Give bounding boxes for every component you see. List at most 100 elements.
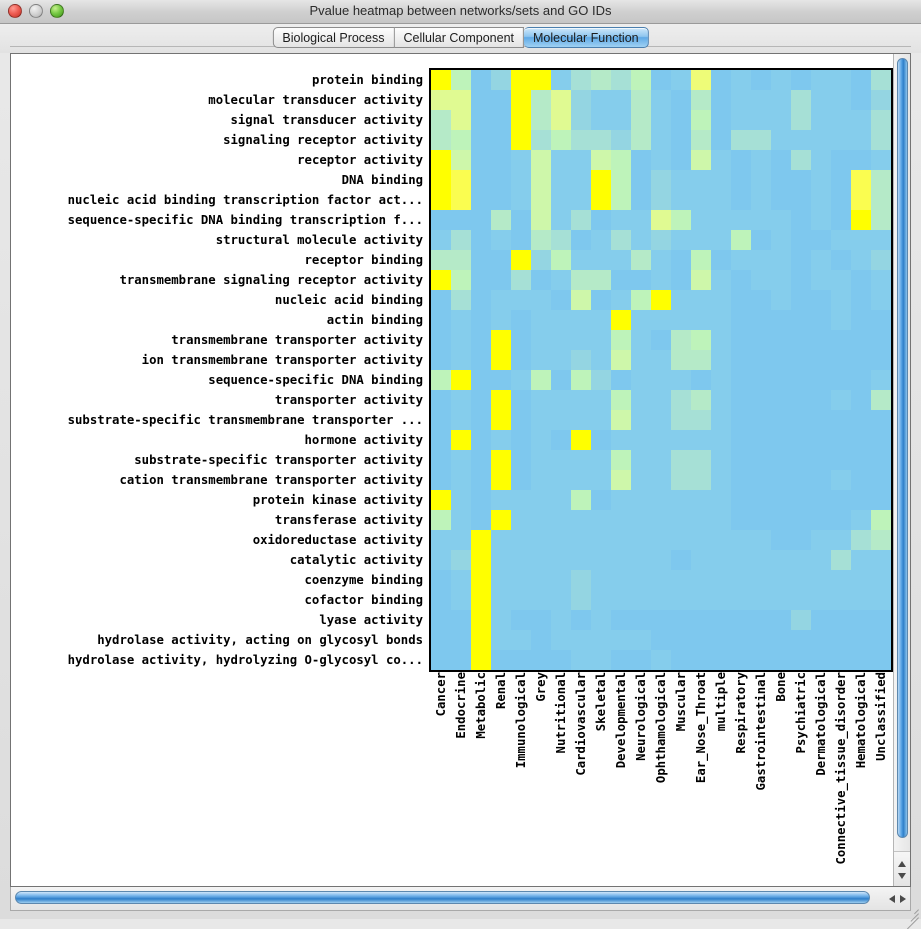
heatmap-cell[interactable] (571, 630, 591, 650)
heatmap-cell[interactable] (751, 570, 771, 590)
heatmap-cell[interactable] (611, 290, 631, 310)
heatmap-cell[interactable] (731, 350, 751, 370)
heatmap-cell[interactable] (531, 310, 551, 330)
heatmap-cell[interactable] (631, 650, 651, 670)
heatmap-cell[interactable] (611, 170, 631, 190)
heatmap-cell[interactable] (751, 170, 771, 190)
heatmap-cell[interactable] (811, 490, 831, 510)
heatmap-cell[interactable] (551, 90, 571, 110)
heatmap-cell[interactable] (431, 90, 451, 110)
heatmap-cell[interactable] (631, 130, 651, 150)
heatmap-cell[interactable] (871, 250, 891, 270)
heatmap-cell[interactable] (851, 310, 871, 330)
heatmap-cell[interactable] (531, 450, 551, 470)
heatmap-cell[interactable] (471, 190, 491, 210)
heatmap-cell[interactable] (491, 290, 511, 310)
heatmap-cell[interactable] (691, 290, 711, 310)
heatmap-cell[interactable] (651, 70, 671, 90)
heatmap-cell[interactable] (691, 330, 711, 350)
resize-grip-icon[interactable] (905, 904, 919, 929)
heatmap-cell[interactable] (771, 250, 791, 270)
heatmap-cell[interactable] (431, 470, 451, 490)
heatmap-cell[interactable] (791, 210, 811, 230)
heatmap-cell[interactable] (431, 530, 451, 550)
heatmap-cell[interactable] (851, 230, 871, 250)
heatmap-cell[interactable] (671, 170, 691, 190)
heatmap-cell[interactable] (551, 390, 571, 410)
heatmap-cell[interactable] (791, 130, 811, 150)
heatmap-cell[interactable] (771, 410, 791, 430)
heatmap-cell[interactable] (791, 270, 811, 290)
heatmap-cell[interactable] (531, 350, 551, 370)
heatmap-cell[interactable] (491, 390, 511, 410)
heatmap-cell[interactable] (751, 610, 771, 630)
heatmap-cell[interactable] (831, 330, 851, 350)
heatmap-cell[interactable] (451, 510, 471, 530)
heatmap-cell[interactable] (691, 90, 711, 110)
heatmap-cell[interactable] (691, 130, 711, 150)
heatmap-cell[interactable] (671, 230, 691, 250)
heatmap-cell[interactable] (691, 450, 711, 470)
heatmap-cell[interactable] (451, 70, 471, 90)
heatmap-cell[interactable] (431, 310, 451, 330)
heatmap-cell[interactable] (711, 270, 731, 290)
heatmap-cell[interactable] (511, 170, 531, 190)
heatmap-cell[interactable] (851, 410, 871, 430)
heatmap-cell[interactable] (791, 550, 811, 570)
heatmap-cell[interactable] (531, 170, 551, 190)
heatmap-cell[interactable] (491, 530, 511, 550)
heatmap-cell[interactable] (571, 310, 591, 330)
heatmap-cell[interactable] (811, 290, 831, 310)
heatmap-cell[interactable] (751, 430, 771, 450)
heatmap-cell[interactable] (611, 650, 631, 670)
heatmap-cell[interactable] (871, 330, 891, 350)
heatmap-cell[interactable] (771, 350, 791, 370)
heatmap-cell[interactable] (771, 330, 791, 350)
heatmap-cell[interactable] (871, 470, 891, 490)
heatmap-cell[interactable] (511, 210, 531, 230)
tab-molecular-function[interactable]: Molecular Function (524, 27, 649, 48)
heatmap-cell[interactable] (611, 570, 631, 590)
heatmap-cell[interactable] (531, 250, 551, 270)
heatmap-cell[interactable] (551, 190, 571, 210)
heatmap-cell[interactable] (571, 70, 591, 90)
horizontal-scrollbar-thumb[interactable] (15, 891, 870, 904)
heatmap-cell[interactable] (591, 510, 611, 530)
heatmap-cell[interactable] (731, 550, 751, 570)
heatmap-cell[interactable] (791, 330, 811, 350)
heatmap-cell[interactable] (551, 490, 571, 510)
heatmap-cell[interactable] (811, 110, 831, 130)
heatmap-cell[interactable] (711, 210, 731, 230)
heatmap-cell[interactable] (451, 210, 471, 230)
heatmap-cell[interactable] (491, 230, 511, 250)
heatmap-cell[interactable] (651, 430, 671, 450)
heatmap-cell[interactable] (711, 590, 731, 610)
heatmap-cell[interactable] (671, 430, 691, 450)
heatmap-cell[interactable] (491, 650, 511, 670)
heatmap-cell[interactable] (491, 590, 511, 610)
heatmap-cell[interactable] (671, 630, 691, 650)
heatmap-cell[interactable] (431, 110, 451, 130)
heatmap-cell[interactable] (511, 430, 531, 450)
heatmap-cell[interactable] (591, 370, 611, 390)
heatmap-cell[interactable] (471, 550, 491, 570)
heatmap-cell[interactable] (771, 210, 791, 230)
heatmap-cell[interactable] (591, 410, 611, 430)
heatmap-cell[interactable] (551, 210, 571, 230)
heatmap-cell[interactable] (731, 110, 751, 130)
heatmap-cell[interactable] (851, 450, 871, 470)
heatmap-cell[interactable] (631, 150, 651, 170)
heatmap-cell[interactable] (551, 350, 571, 370)
heatmap-cell[interactable] (791, 590, 811, 610)
heatmap-cell[interactable] (731, 210, 751, 230)
heatmap-cell[interactable] (691, 410, 711, 430)
heatmap-cell[interactable] (651, 170, 671, 190)
heatmap-cell[interactable] (471, 370, 491, 390)
heatmap-cell[interactable] (751, 350, 771, 370)
heatmap-cell[interactable] (431, 150, 451, 170)
heatmap-cell[interactable] (531, 570, 551, 590)
heatmap-cell[interactable] (531, 370, 551, 390)
heatmap-cell[interactable] (831, 230, 851, 250)
heatmap-cell[interactable] (731, 410, 751, 430)
heatmap-cell[interactable] (631, 270, 651, 290)
